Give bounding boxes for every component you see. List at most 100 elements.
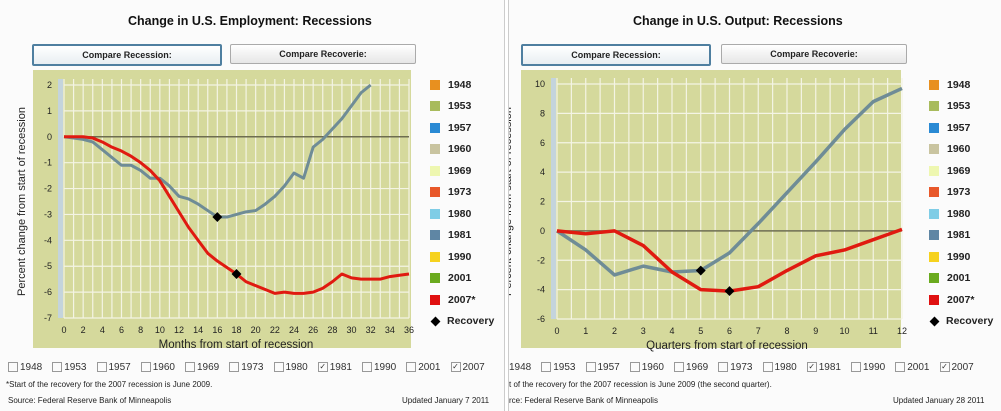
legend-swatch [430, 144, 440, 155]
checkbox-1953[interactable]: 1953 [52, 362, 87, 373]
updated-date: Updated January 7 2011 [402, 396, 490, 405]
checkbox-1981[interactable]: ✓ 1981 [317, 362, 352, 373]
compare-recoveries-button[interactable]: Compare Recoverie: [230, 44, 416, 64]
x-tick-label: 12 [897, 326, 907, 336]
checkbox-1957[interactable]: 1957 [585, 362, 620, 373]
checkbox-2001[interactable]: 2001 [406, 362, 441, 373]
legend-swatch [430, 79, 440, 90]
checkbox-1960[interactable]: 1960 [140, 362, 175, 373]
x-tick-label: 10 [839, 326, 849, 336]
checkbox[interactable] [629, 362, 640, 373]
checkbox-label: 1960 [152, 362, 175, 373]
checkbox[interactable] [52, 362, 63, 373]
checkbox-1973[interactable]: 1973 [229, 362, 264, 373]
checkbox[interactable] [585, 362, 596, 373]
checkbox[interactable] [851, 362, 861, 373]
checkbox-label: 1960 [641, 362, 664, 373]
checkbox-1969[interactable]: 1969 [185, 362, 219, 373]
checkbox-2001[interactable]: 2001 [895, 362, 930, 373]
legend-label: 1948 [448, 78, 472, 91]
checkbox-label: 1957 [597, 362, 620, 373]
checkbox[interactable] [406, 362, 417, 373]
legend-item: 1981 [430, 225, 494, 247]
checkbox-1973[interactable]: 1973 [718, 362, 753, 373]
employment-chart: 210-1-2-3-4-5-6-70 2 4 6 8 10 12 14 16 18 20 22 24 26… [16, 70, 414, 351]
x-tick-label: 6 [727, 326, 732, 336]
legend-item: 1953 [430, 96, 494, 118]
checkbox[interactable] [140, 362, 151, 373]
legend-label: 1960 [947, 143, 971, 156]
checkbox-2007[interactable]: ✓ 2007 [939, 362, 974, 373]
legend-item: 1990 [929, 246, 993, 268]
checkbox-1981[interactable]: ✓ 1981 [806, 362, 841, 373]
legend-item: 1948 [929, 74, 993, 96]
legend-label: 2007* [947, 293, 975, 306]
checkbox[interactable]: ✓ [806, 362, 817, 373]
legend-item: 2007* [929, 289, 993, 311]
legend-item: 1960 [929, 139, 993, 161]
y-tick-label: -3 [44, 209, 52, 219]
x-tick-label: 14 [193, 325, 203, 335]
checkbox-1969[interactable]: 1969 [674, 362, 708, 373]
recovery-marker [695, 265, 706, 276]
checkbox[interactable] [762, 362, 773, 373]
checkbox[interactable]: ✓ [939, 362, 950, 373]
employment-panel: Change in U.S. Employment: Recessions Co… [6, 0, 505, 411]
checkbox-1948[interactable]: 1948 [509, 362, 531, 373]
x-tick-label: 4 [669, 326, 674, 336]
checkbox-label: 2001 [418, 362, 441, 373]
x-tick-label: 18 [231, 325, 241, 335]
checkbox[interactable]: ✓ [317, 362, 328, 373]
checkbox-1948[interactable]: 1948 [8, 362, 42, 373]
y-tick-label: -1 [44, 158, 52, 168]
y-tick-label: 2 [540, 197, 545, 207]
compare-recoveries-button[interactable]: Compare Recoverie: [721, 44, 907, 64]
checkbox[interactable] [362, 362, 372, 373]
x-tick-label: 3 [641, 326, 646, 336]
checkbox[interactable] [229, 362, 240, 373]
x-tick-label: 12 [174, 325, 184, 335]
checkbox[interactable] [718, 362, 729, 373]
checkbox[interactable] [541, 362, 552, 373]
legend-item: 2007* [430, 289, 494, 311]
legend-label: 1980 [947, 207, 971, 220]
checkbox-1960[interactable]: 1960 [629, 362, 664, 373]
checkbox[interactable] [185, 362, 195, 373]
legend-label: 1990 [448, 250, 472, 263]
legend-item: 1990 [430, 246, 494, 268]
checkbox-label: 1973 [241, 362, 264, 373]
compare-recessions-button[interactable]: Compare Recession: [521, 44, 711, 66]
checkbox-label: 2007 [462, 362, 485, 373]
chart-title: Change in U.S. Employment: Recessions [128, 14, 372, 28]
checkbox-2007[interactable]: ✓ 2007 [450, 362, 485, 373]
checkbox-1953[interactable]: 1953 [541, 362, 576, 373]
legend-swatch [929, 144, 939, 155]
plot-background [521, 70, 901, 348]
compare-recessions-button[interactable]: Compare Recession: [32, 44, 222, 66]
x-tick-label: 30 [346, 325, 356, 335]
checkbox-1957[interactable]: 1957 [96, 362, 131, 373]
checkbox[interactable] [674, 362, 684, 373]
x-tick-label: 7 [756, 326, 761, 336]
checkbox[interactable] [273, 362, 284, 373]
checkbox-1990[interactable]: 1990 [851, 362, 885, 373]
x-axis-label: Quarters from start of recession [646, 340, 808, 352]
legend: 1948 1953 1957 1960 1969 1973 1980 1981 1990 2001… [430, 74, 494, 332]
checkbox[interactable] [96, 362, 107, 373]
checkbox[interactable] [8, 362, 18, 373]
y-tick-label: -2 [44, 184, 52, 194]
y-tick-label: 4 [540, 167, 545, 177]
legend-swatch [929, 230, 939, 241]
legend-item: 1969 [430, 160, 494, 182]
y-tick-label: -5 [44, 261, 52, 271]
checkbox[interactable] [895, 362, 906, 373]
checkbox-1990[interactable]: 1990 [362, 362, 396, 373]
legend: 1948 1953 1957 1960 1969 1973 1980 1981 1990 2001… [929, 74, 993, 332]
legend-label: 1980 [448, 207, 472, 220]
footnote: *Start of the recovery for the 2007 rece… [6, 380, 213, 389]
checkbox-1980[interactable]: 1980 [762, 362, 797, 373]
checkbox-1980[interactable]: 1980 [273, 362, 308, 373]
checkbox[interactable]: ✓ [450, 362, 461, 373]
x-tick-label: 5 [698, 326, 703, 336]
legend-item: 1973 [929, 182, 993, 204]
